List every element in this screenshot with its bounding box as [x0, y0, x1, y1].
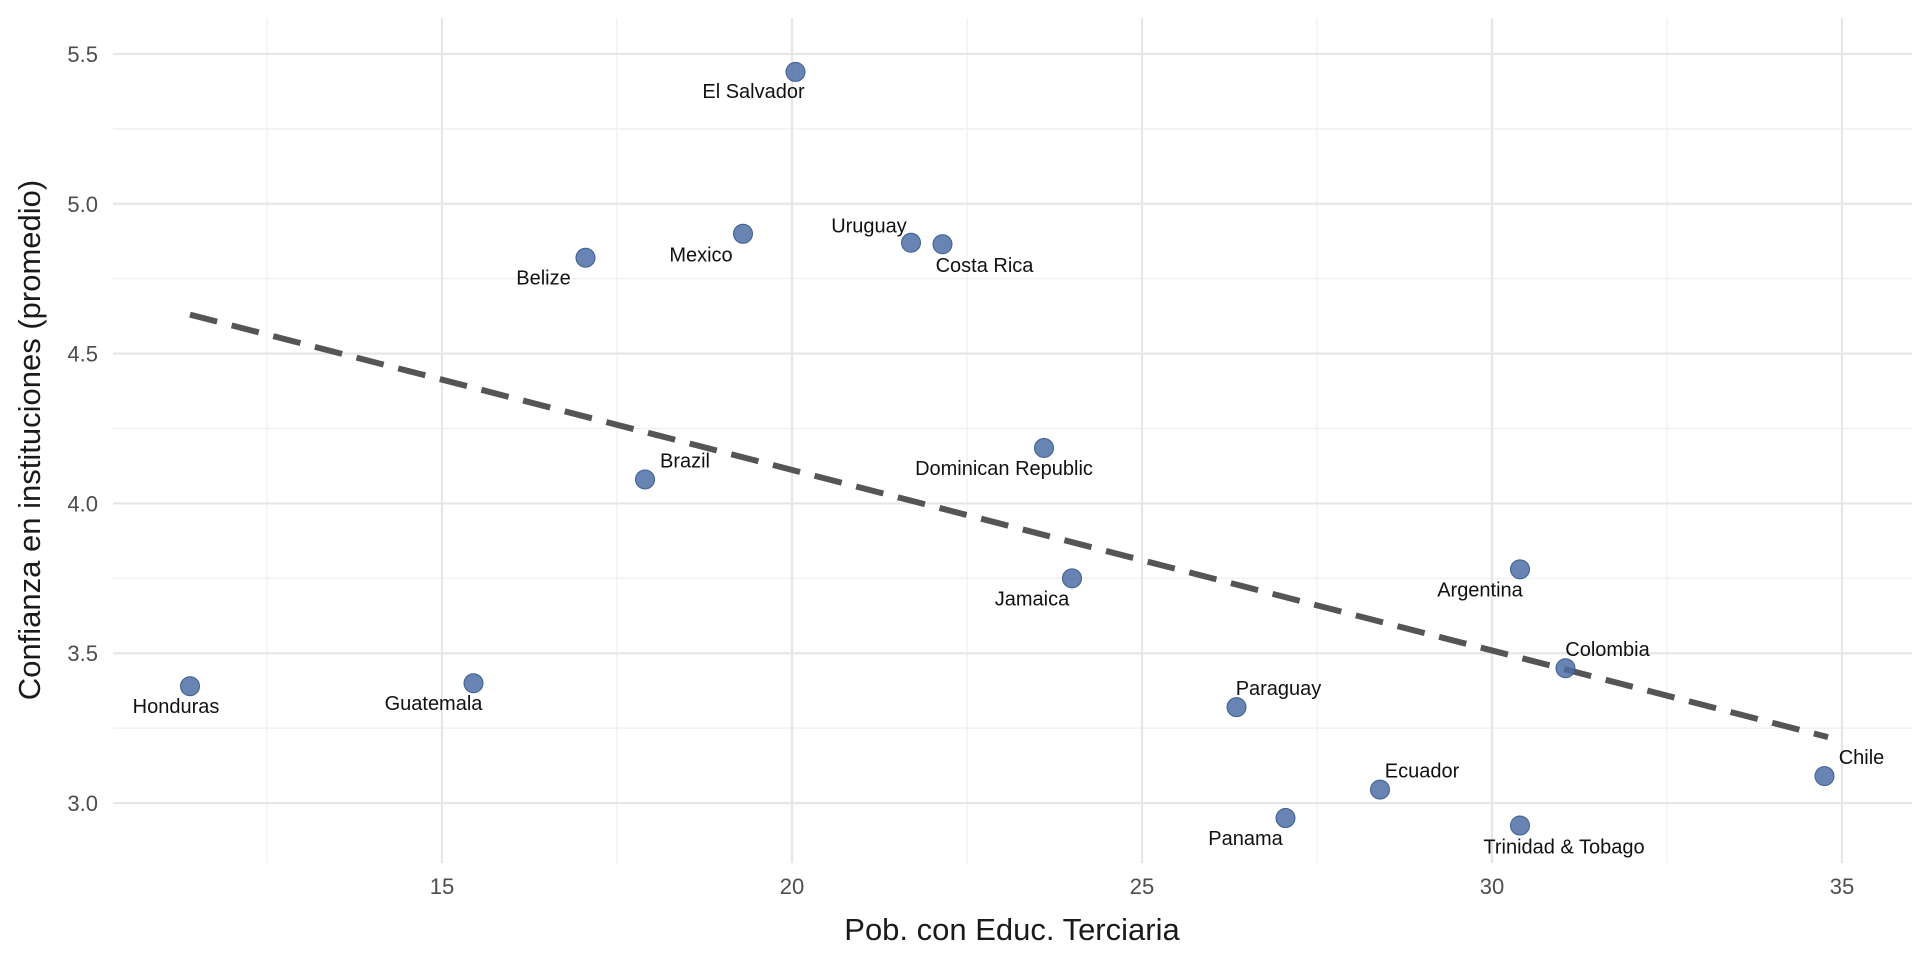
- point-label: Costa Rica: [936, 255, 1035, 277]
- y-tick-label: 5.5: [67, 42, 98, 67]
- x-tick-label: 35: [1830, 874, 1854, 899]
- point-label: Colombia: [1565, 639, 1650, 661]
- x-tick-label: 20: [780, 874, 804, 899]
- data-point: [1034, 437, 1054, 458]
- y-tick-label: 3.5: [67, 641, 98, 666]
- x-tick-label: 15: [430, 874, 454, 899]
- data-point: [1062, 568, 1082, 589]
- data-point: [635, 469, 655, 490]
- y-tick-label: 4.5: [67, 342, 98, 367]
- minor-gridlines: [113, 18, 1912, 863]
- data-point: [1275, 808, 1296, 829]
- point-label: Mexico: [669, 245, 732, 267]
- y-axis-tick-labels: 3.0 3.5 4.0 4.5 5.0 5.5: [67, 42, 98, 816]
- y-tick-label: 3.0: [67, 791, 98, 816]
- point-label: Chile: [1839, 747, 1885, 769]
- point-label: Dominican Republic: [915, 458, 1093, 480]
- point-label: Honduras: [133, 696, 220, 718]
- data-point: [575, 247, 596, 268]
- point-label: Argentina: [1437, 579, 1523, 601]
- point-label: Brazil: [660, 450, 710, 472]
- data-point: [901, 232, 921, 253]
- data-point: [785, 61, 806, 82]
- x-tick-label: 30: [1480, 874, 1504, 899]
- point-label: Panama: [1208, 828, 1283, 850]
- point-label: El Salvador: [702, 81, 805, 103]
- data-points: [180, 61, 1835, 836]
- point-label: Guatemala: [385, 693, 484, 715]
- y-axis-title: Confianza en instituciones (promedio): [12, 180, 47, 700]
- point-label: Jamaica: [995, 588, 1070, 610]
- data-point: [1226, 697, 1247, 718]
- data-point: [932, 234, 953, 255]
- data-point: [1370, 779, 1390, 800]
- y-tick-label: 4.0: [67, 491, 98, 516]
- data-point: [180, 676, 200, 697]
- x-axis-title: Pob. con Educ. Terciaria: [844, 912, 1180, 947]
- trend-line: [189, 311, 1829, 741]
- data-point: [1555, 658, 1576, 679]
- data-point: [1814, 766, 1835, 787]
- data-point: [733, 223, 753, 244]
- major-gridlines: [113, 18, 1912, 863]
- data-point: [463, 673, 484, 694]
- point-label: Paraguay: [1236, 678, 1322, 700]
- x-tick-label: 25: [1130, 874, 1154, 899]
- point-labels: El Salvador Uruguay Costa Rica Mexico Belize…: [133, 81, 1885, 859]
- point-label: Belize: [516, 268, 570, 290]
- point-label: Trinidad & Tobago: [1483, 837, 1644, 859]
- point-label: Ecuador: [1385, 761, 1460, 783]
- y-tick-label: 5.0: [67, 192, 98, 217]
- x-axis-tick-labels: 15 20 25 30 35: [430, 874, 1854, 899]
- trend-line-group: [189, 311, 1829, 741]
- data-point: [1510, 815, 1530, 836]
- data-point: [1510, 559, 1530, 580]
- point-label: Uruguay: [831, 216, 907, 238]
